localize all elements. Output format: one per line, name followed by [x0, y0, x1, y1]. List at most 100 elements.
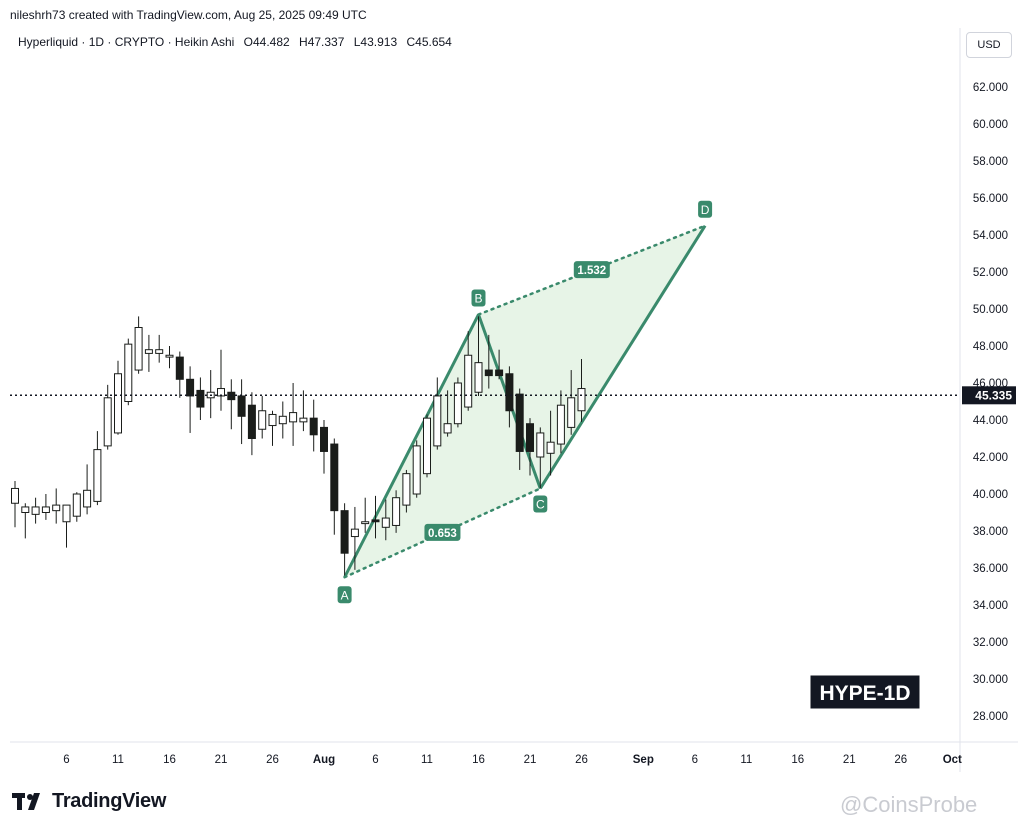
pattern-labels: A B C D 0.653 1.532 HYPE-1D — [337, 200, 921, 710]
candle-body — [350, 528, 359, 538]
chart-title-text: HYPE-1D — [819, 682, 910, 705]
price-tick-label: 36.000 — [973, 563, 1008, 575]
candle-body — [577, 388, 586, 412]
candle-body — [515, 393, 524, 452]
time-tick-label: 11 — [112, 754, 124, 766]
candle-body — [423, 417, 431, 475]
pattern-point-b: B — [471, 289, 486, 307]
candle-body — [371, 519, 380, 523]
ratio-value: 1.532 — [577, 265, 606, 277]
time-tick-label: 16 — [163, 754, 176, 766]
pattern-point-label: C — [536, 497, 545, 511]
ratio-label: 1.532 — [573, 261, 610, 279]
candle-body — [247, 404, 256, 440]
candle — [31, 497, 40, 524]
candle — [474, 316, 483, 396]
candle — [278, 401, 287, 439]
close-value: C45.654 — [406, 35, 452, 49]
price-tick-label: 40.000 — [973, 489, 1008, 501]
candle-body — [299, 417, 308, 423]
pattern-point-badge — [471, 289, 486, 307]
candle — [247, 392, 256, 456]
candle-body — [402, 473, 411, 506]
candle-body — [443, 423, 452, 434]
candle-body — [124, 343, 133, 402]
time-tick-label: Aug — [313, 754, 335, 766]
candle-body — [536, 432, 545, 458]
pattern-point-label: D — [701, 203, 710, 217]
candle-body — [83, 489, 92, 508]
candle — [526, 418, 534, 476]
candle — [196, 377, 205, 420]
ratio-badge — [424, 523, 461, 541]
time-tick-label: 26 — [575, 754, 588, 766]
time-tick-label: 21 — [215, 754, 228, 766]
price-tick-label: 48.000 — [973, 341, 1008, 353]
candle-body — [381, 517, 390, 528]
pattern-point-label: B — [474, 292, 482, 306]
pattern-point-badge — [698, 200, 713, 218]
ratio-label: 0.653 — [424, 523, 461, 541]
candle — [350, 506, 359, 570]
tv-logo-icon — [12, 792, 40, 810]
candle — [453, 377, 462, 428]
candle — [144, 334, 153, 372]
candle-body — [144, 349, 153, 354]
candle — [433, 377, 442, 450]
candle — [392, 490, 401, 533]
pattern-fill-bcd — [478, 225, 706, 489]
symbol-label[interactable]: Hyperliquid · 1D · CRYPTO · Heikin Ashi — [18, 35, 235, 49]
candle — [412, 440, 421, 498]
price-tick-label: 56.000 — [973, 193, 1008, 205]
candle-body — [330, 443, 339, 512]
price-tick-label: 62.000 — [973, 82, 1008, 94]
candle-body — [556, 404, 565, 445]
candle — [83, 464, 92, 515]
time-tick-label: 26 — [266, 754, 279, 766]
candle — [320, 420, 328, 474]
candle — [330, 438, 339, 535]
candle — [495, 349, 504, 380]
candle-body — [186, 378, 195, 397]
candle — [41, 494, 50, 520]
candle — [62, 504, 71, 548]
candle — [21, 503, 30, 539]
candle — [72, 492, 81, 522]
currency-button[interactable]: USD — [966, 32, 1012, 58]
candle-body — [412, 445, 421, 495]
candle-body — [392, 497, 401, 526]
candle — [567, 370, 576, 435]
time-tick-label: 16 — [472, 754, 485, 766]
price-chart[interactable]: A B C D 0.653 1.532 HYPE-1D 28.000 30.000 32.000… — [0, 0, 1028, 790]
candle-body — [165, 354, 174, 358]
candle — [237, 379, 246, 445]
time-tick-label: 6 — [692, 754, 698, 766]
time-tick-label: 11 — [421, 754, 433, 766]
pattern-point-badge — [337, 586, 352, 604]
candle-body — [103, 397, 112, 447]
candle — [217, 349, 225, 411]
time-tick-label: 26 — [894, 754, 907, 766]
candle-body — [484, 369, 493, 377]
candle — [155, 334, 164, 363]
chart-title-box — [809, 674, 921, 710]
price-tick-label: 32.000 — [973, 637, 1008, 649]
candle — [103, 384, 112, 450]
pattern-point-c: C — [533, 495, 548, 513]
candle — [114, 360, 122, 435]
candle — [381, 499, 390, 541]
candle — [505, 366, 514, 428]
candle — [556, 390, 565, 454]
time-tick-label: 16 — [791, 754, 804, 766]
low-value: L43.913 — [353, 35, 398, 49]
candle — [134, 316, 143, 374]
candle-body — [289, 412, 298, 423]
time-tick-label: 21 — [843, 754, 856, 766]
price-tick-label: 52.000 — [973, 267, 1008, 279]
price-tick-label: 34.000 — [973, 600, 1008, 612]
candle — [402, 469, 411, 513]
candle — [268, 410, 277, 446]
candle-body — [453, 382, 462, 425]
pattern-point-a: A — [337, 586, 352, 604]
tradingview-logo[interactable]: TradingView — [12, 790, 166, 813]
